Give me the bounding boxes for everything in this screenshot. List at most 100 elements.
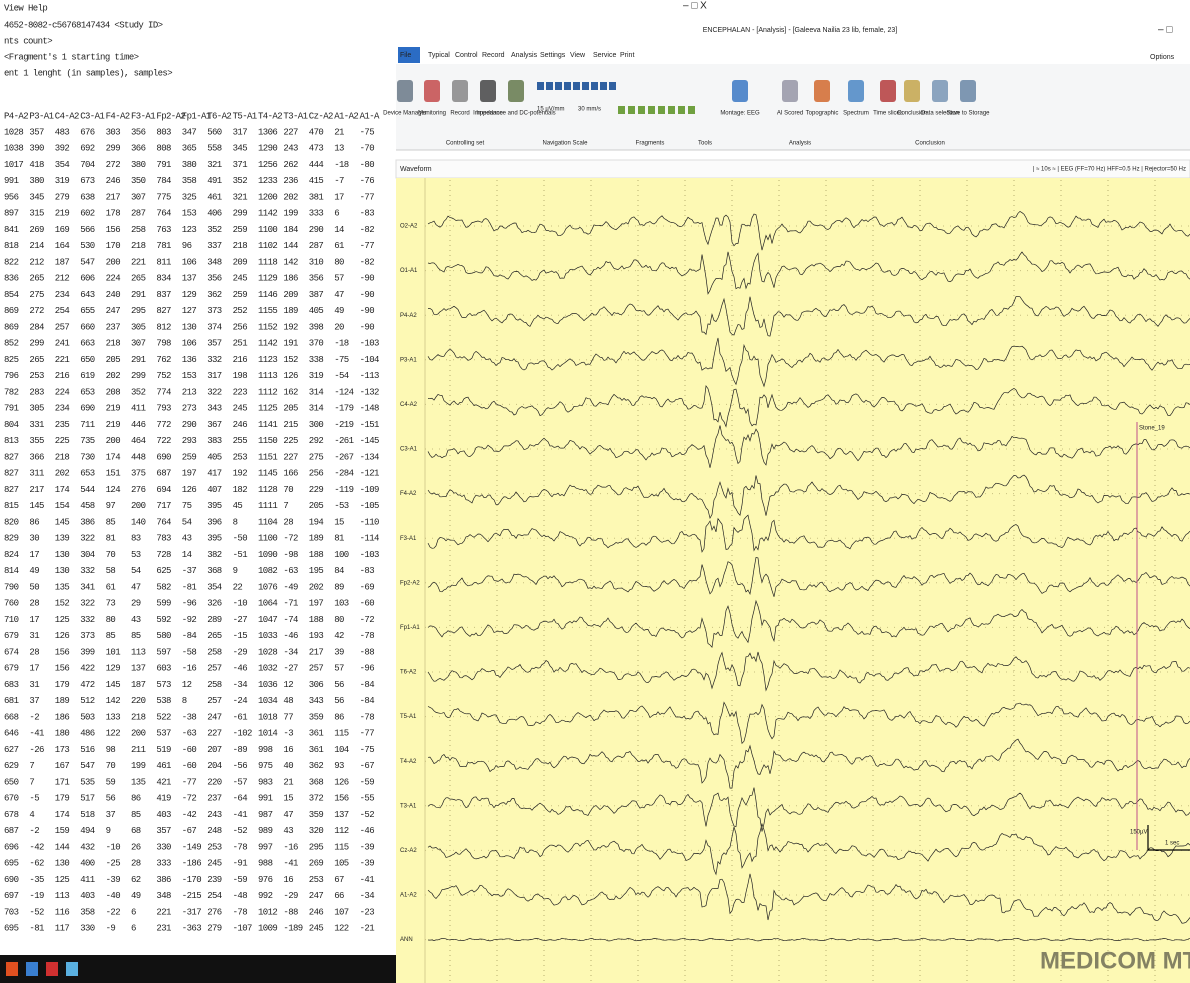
channel-label[interactable]: T5-A1 — [400, 714, 417, 720]
table-cell: 580 — [156, 631, 171, 641]
table-cell: 53 — [131, 550, 141, 560]
ribbon-icon[interactable] — [814, 80, 830, 102]
sensitivity[interactable]: 15 µV/mm — [537, 107, 564, 113]
ribbon-button[interactable]: AI Scored — [777, 111, 803, 117]
nav-button[interactable] — [600, 82, 607, 90]
options[interactable]: Options — [1150, 54, 1175, 61]
table-cell: -83 — [360, 566, 375, 576]
tool-button[interactable] — [678, 106, 685, 114]
speed[interactable]: 30 mm/s — [578, 107, 601, 113]
table-cell: 197 — [309, 599, 324, 609]
nav-button[interactable] — [582, 82, 589, 90]
window-controls[interactable]: – □ X — [683, 1, 707, 12]
channel-label[interactable]: F3-A1 — [400, 536, 417, 542]
header-line: nts count> — [4, 36, 52, 46]
table-cell: 194 — [309, 517, 324, 527]
channel-label[interactable]: C4-A2 — [400, 402, 418, 408]
table-cell: -98 — [283, 550, 298, 560]
channel-label[interactable]: T4-A2 — [400, 759, 417, 765]
nav-button[interactable] — [537, 82, 544, 90]
ribbon-tab[interactable]: View — [570, 52, 586, 59]
table-cell: 992 — [258, 891, 273, 901]
column-header: P4-A2 — [4, 111, 28, 121]
nav-button[interactable] — [555, 82, 562, 90]
channel-label[interactable]: Fp1-A1 — [400, 625, 420, 631]
ribbon-tab[interactable]: File — [400, 52, 411, 59]
table-cell: 991 — [258, 794, 273, 804]
ribbon-tab[interactable]: Control — [455, 52, 478, 59]
taskbar-icon[interactable] — [6, 962, 18, 976]
ribbon-icon[interactable] — [397, 80, 413, 102]
table-cell: -179 — [334, 404, 353, 414]
nav-button[interactable] — [546, 82, 553, 90]
column-header: T3-A1 — [283, 111, 307, 121]
channel-label[interactable]: P4-A2 — [400, 313, 417, 319]
table-cell: 179 — [55, 794, 70, 804]
channel-label[interactable]: ANN — [400, 937, 413, 943]
table-cell: 299 — [106, 144, 121, 154]
tool-button[interactable] — [628, 106, 635, 114]
tool-button[interactable] — [658, 106, 665, 114]
menu[interactable]: View Help — [4, 3, 47, 13]
tool-button[interactable] — [668, 106, 675, 114]
table-cell: -103 — [360, 550, 379, 560]
table-cell: 164 — [55, 241, 70, 251]
channel-label[interactable]: O1-A1 — [400, 268, 418, 274]
ribbon-tab[interactable]: Service — [593, 52, 616, 59]
nav-button[interactable] — [573, 82, 580, 90]
window-controls[interactable]: – □ — [1158, 25, 1172, 36]
ribbon-icon[interactable] — [960, 80, 976, 102]
channel-label[interactable]: Fp2-A2 — [400, 580, 420, 586]
ribbon-button[interactable]: Save to Storage — [946, 111, 990, 117]
table-cell: 217 — [29, 485, 44, 495]
ribbon-button[interactable]: Monitoring — [418, 111, 446, 117]
channel-label[interactable]: T3-A1 — [400, 803, 417, 809]
marker-label[interactable]: Stone_19 — [1139, 426, 1165, 432]
taskbar-icon[interactable] — [46, 962, 58, 976]
ribbon-icon[interactable] — [732, 80, 748, 102]
table-cell: 43 — [131, 615, 141, 625]
nav-button[interactable] — [591, 82, 598, 90]
ribbon-tab[interactable]: Typical — [428, 52, 450, 59]
ribbon-icon[interactable] — [508, 80, 524, 102]
channel-label[interactable]: Cz-A2 — [400, 848, 417, 854]
ribbon-button[interactable]: Montage: EEG — [720, 111, 760, 117]
ribbon-tab[interactable]: Print — [620, 52, 634, 59]
channel-label[interactable]: C3-A1 — [400, 447, 418, 453]
ribbon-icon[interactable] — [880, 80, 896, 102]
channel-label[interactable]: A1-A2 — [400, 893, 417, 899]
table-cell: 219 — [106, 420, 121, 430]
channel-label[interactable]: O2-A2 — [400, 224, 418, 230]
taskbar-icon[interactable] — [66, 962, 78, 976]
ribbon-icon[interactable] — [904, 80, 920, 102]
ribbon-button[interactable]: Record — [450, 111, 469, 117]
ribbon-icon[interactable] — [424, 80, 440, 102]
table-cell: -60 — [182, 745, 197, 755]
taskbar-icon[interactable] — [26, 962, 38, 976]
table-cell: -363 — [182, 924, 201, 934]
table-cell: 49 — [334, 306, 344, 316]
channel-label[interactable]: P3-A1 — [400, 357, 417, 363]
table-cell: 202 — [283, 192, 298, 202]
ribbon-tab[interactable]: Settings — [540, 52, 566, 59]
channel-label[interactable]: T6-A2 — [400, 670, 417, 676]
tool-button[interactable] — [688, 106, 695, 114]
ribbon-icon[interactable] — [480, 80, 496, 102]
table-cell: -48 — [233, 891, 248, 901]
ribbon-icon[interactable] — [848, 80, 864, 102]
table-cell: -15 — [233, 631, 248, 641]
nav-button[interactable] — [564, 82, 571, 90]
ribbon-tab[interactable]: Record — [482, 52, 505, 59]
nav-button[interactable] — [609, 82, 616, 90]
channel-label[interactable]: F4-A2 — [400, 491, 417, 497]
ribbon-tab[interactable]: Analysis — [511, 52, 538, 59]
tool-button[interactable] — [618, 106, 625, 114]
ribbon-icon[interactable] — [452, 80, 468, 102]
ribbon-icon[interactable] — [932, 80, 948, 102]
ribbon-button[interactable]: Spectrum — [843, 111, 869, 117]
table-cell: -77 — [182, 777, 197, 787]
tool-button[interactable] — [648, 106, 655, 114]
ribbon-button[interactable]: Topographic — [806, 111, 839, 117]
ribbon-icon[interactable] — [782, 80, 798, 102]
tool-button[interactable] — [638, 106, 645, 114]
